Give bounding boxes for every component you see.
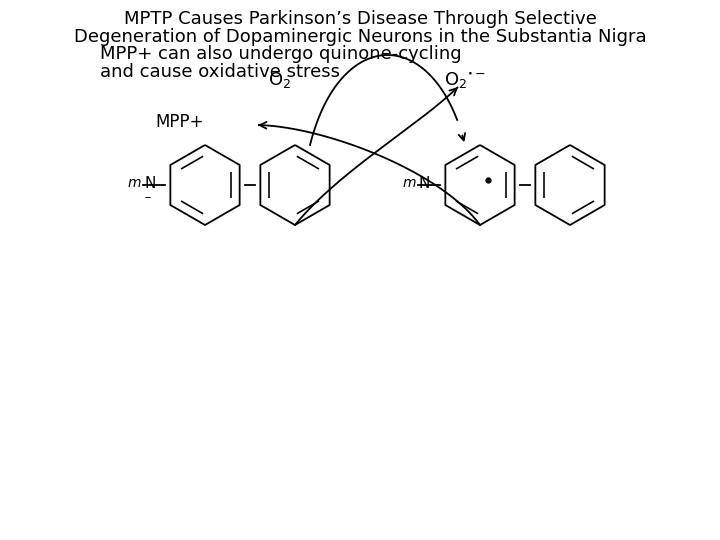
Text: Degeneration of Dopaminergic Neurons in the Substantia Nigra: Degeneration of Dopaminergic Neurons in … xyxy=(73,28,647,46)
Text: O$_2$: O$_2$ xyxy=(269,70,292,90)
Text: MPP+: MPP+ xyxy=(155,113,204,131)
Text: O$_2$$^{\mathbf{\cdot}-}$: O$_2$$^{\mathbf{\cdot}-}$ xyxy=(444,70,486,90)
Text: MPP+ can also undergo quinone-cycling: MPP+ can also undergo quinone-cycling xyxy=(100,45,462,63)
Text: –: – xyxy=(144,192,150,205)
Text: MPTP Causes Parkinson’s Disease Through Selective: MPTP Causes Parkinson’s Disease Through … xyxy=(124,10,596,28)
Text: N: N xyxy=(144,176,156,191)
Text: m: m xyxy=(402,176,416,190)
Text: N: N xyxy=(419,176,431,191)
Text: and cause oxidative stress: and cause oxidative stress xyxy=(100,63,340,81)
Text: m: m xyxy=(127,176,141,190)
